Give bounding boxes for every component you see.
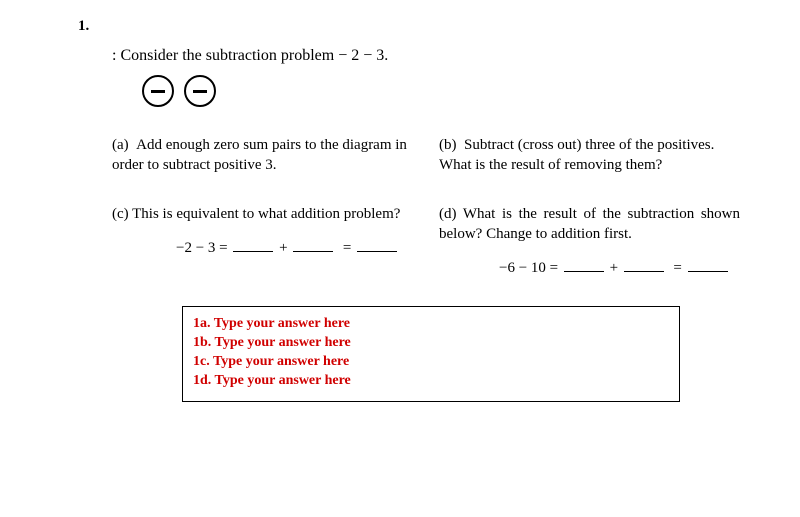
eq-d-plus: + — [610, 260, 618, 276]
part-c-label: (c) — [112, 206, 129, 222]
blank-field[interactable] — [233, 238, 273, 252]
question-number: 1. — [78, 18, 740, 35]
answer-1c[interactable]: 1c. Type your answer here — [193, 353, 669, 372]
blank-field[interactable] — [688, 259, 728, 273]
minus-token-icon — [184, 75, 216, 107]
eq-d-eq: = — [673, 260, 681, 276]
minus-token-icon — [142, 75, 174, 107]
blank-field[interactable] — [624, 259, 664, 273]
problem-statement: : Consider the subtraction problem − 2 −… — [112, 47, 740, 65]
blank-field[interactable] — [357, 238, 397, 252]
part-b: (b) Subtract (cross out) three of the po… — [439, 135, 740, 176]
eq-c-eq: = — [343, 240, 351, 256]
part-b-text: Subtract (cross out) three of the positi… — [439, 137, 714, 173]
eq-c-lhs: −2 − 3 = — [176, 240, 228, 256]
part-b-label: (b) — [439, 137, 457, 153]
eq-d-lhs: −6 − 10 = — [499, 260, 558, 276]
token-diagram — [142, 75, 740, 107]
blank-field[interactable] — [564, 259, 604, 273]
intro-text: Consider the subtraction problem − 2 − 3… — [120, 47, 388, 64]
part-c: (c) This is equivalent to what addition … — [112, 204, 413, 279]
answer-box[interactable]: 1a. Type your answer here 1b. Type your … — [182, 306, 680, 402]
subparts-row-1: (a) Add enough zero sum pairs to the dia… — [112, 135, 740, 176]
answer-1b[interactable]: 1b. Type your answer here — [193, 334, 669, 353]
eq-c-plus: + — [279, 240, 287, 256]
worksheet-page: 1. : Consider the subtraction problem − … — [0, 0, 800, 402]
part-a: (a) Add enough zero sum pairs to the dia… — [112, 135, 413, 176]
answer-1a[interactable]: 1a. Type your answer here — [193, 315, 669, 334]
part-d-label: (d) — [439, 206, 457, 222]
part-d-equation: −6 − 10 = + = — [499, 258, 740, 278]
blank-field[interactable] — [293, 238, 333, 252]
part-d: (d) What is the result of the subtractio… — [439, 204, 740, 279]
answer-1d[interactable]: 1d. Type your answer here — [193, 372, 669, 391]
part-a-label: (a) — [112, 137, 129, 153]
subparts-row-2: (c) This is equivalent to what addition … — [112, 204, 740, 279]
part-d-text: What is the result of the subtraction sh… — [439, 206, 740, 242]
part-c-equation: −2 − 3 = + = — [176, 238, 413, 258]
part-a-text: Add enough zero sum pairs to the diagram… — [112, 137, 407, 173]
part-c-text: This is equivalent to what addition prob… — [132, 206, 400, 222]
